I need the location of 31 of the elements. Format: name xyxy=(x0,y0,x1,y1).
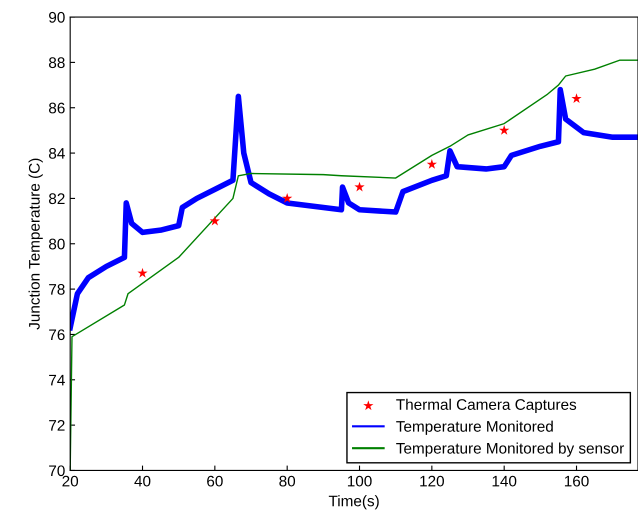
y-tick-label: 82 xyxy=(48,193,65,204)
x-tick-label: 100 xyxy=(348,476,372,487)
x-axis-title: Time(s) xyxy=(328,495,379,510)
x-tick-label: 140 xyxy=(492,476,516,487)
x-tick-label: 60 xyxy=(207,476,223,487)
y-tick-label: 84 xyxy=(48,148,65,159)
x-tick-label: 160 xyxy=(564,476,589,487)
x-tick-label: 120 xyxy=(420,476,444,487)
y-tick-label: 80 xyxy=(48,238,65,250)
y-tick-label: 72 xyxy=(49,420,65,431)
legend-label: Thermal Camera Captures xyxy=(396,398,576,413)
point xyxy=(571,93,582,104)
x-tick-label: 20 xyxy=(62,476,78,487)
y-tick-label: 74 xyxy=(49,374,65,386)
point xyxy=(426,159,437,169)
point xyxy=(354,182,365,192)
point xyxy=(282,193,292,203)
legend-label: Temperature Monitored by sensor xyxy=(396,442,624,457)
legend-label: Temperature Monitored xyxy=(396,420,553,435)
y-tick-label: 76 xyxy=(49,329,65,340)
y-tick-label: 88 xyxy=(48,57,65,68)
point xyxy=(210,216,220,226)
y-axis-title: Junction Temperature (C) xyxy=(28,158,43,330)
y-tick-label: 86 xyxy=(48,102,65,114)
x-tick-label: 80 xyxy=(279,476,296,487)
point xyxy=(499,125,510,135)
y-tick-label: 70 xyxy=(49,465,65,476)
point xyxy=(137,268,148,278)
y-tick-label: 78 xyxy=(49,284,65,295)
x-tick-label: 40 xyxy=(134,476,150,487)
y-tick-label: 90 xyxy=(49,12,65,23)
